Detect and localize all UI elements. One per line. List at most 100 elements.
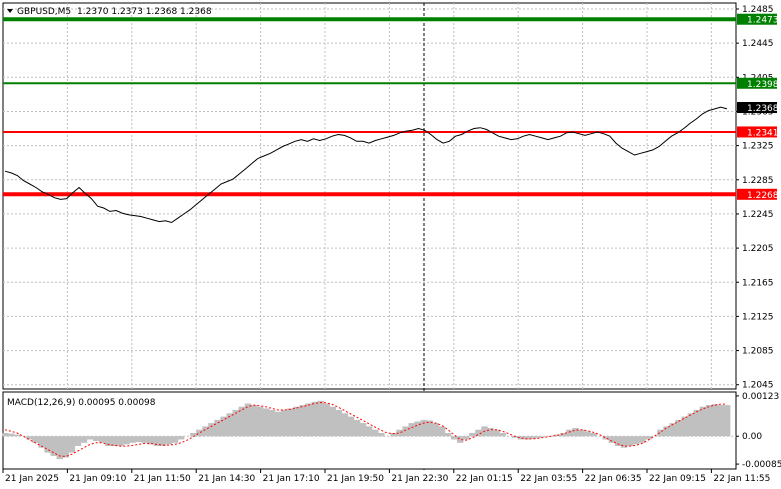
macd-bar xyxy=(717,405,725,437)
macd-bar xyxy=(517,436,525,440)
price-line xyxy=(4,106,728,224)
macd-bar xyxy=(171,436,179,443)
time-tick-label: 22 Jan 11:55 xyxy=(713,474,770,484)
macd-bar xyxy=(724,405,731,437)
time-axis[interactable]: 21 Jan 2025 21 Jan 09:10 21 Jan 11:50 21 Ja… xyxy=(2,469,770,484)
macd-bar xyxy=(281,410,288,437)
macd-bar xyxy=(196,429,203,437)
time-tick-label: 22 Jan 09:15 xyxy=(649,474,706,484)
macd-bar xyxy=(657,429,664,437)
macd-bar xyxy=(299,405,306,437)
macd-bar xyxy=(639,436,646,443)
macd-bar xyxy=(578,429,585,437)
macd-bar xyxy=(74,436,82,446)
time-tick-label: 22 Jan 06:35 xyxy=(585,474,642,484)
macd-bar xyxy=(626,436,634,446)
macd-bar xyxy=(535,436,543,438)
macd-bar xyxy=(26,436,33,440)
price-tick-label: 1.2285 xyxy=(742,176,774,186)
macd-bar xyxy=(123,436,130,445)
macd-bar xyxy=(141,436,148,443)
current-price-text: 1.2368 xyxy=(747,104,779,114)
macd-bar xyxy=(499,433,506,437)
price-tick-label: 1.2245 xyxy=(742,210,774,220)
symbol-label: GBPUSD,M5 xyxy=(17,7,71,17)
macd-bar xyxy=(378,433,385,437)
time-tick-label: 21 Jan 19:50 xyxy=(327,474,384,484)
macd-bar xyxy=(341,413,349,437)
macd-bar xyxy=(311,401,318,437)
level-tag-text: 1.2398 xyxy=(747,80,779,90)
macd-bar xyxy=(135,436,142,443)
level-tag xyxy=(737,188,777,200)
macd-bar xyxy=(614,436,622,446)
macd-bar xyxy=(602,436,609,440)
macd-bar xyxy=(62,436,69,458)
macd-bar xyxy=(420,419,427,437)
price-tick-label: 1.2165 xyxy=(742,278,774,288)
macd-bar xyxy=(262,408,270,437)
macd-bar xyxy=(50,436,57,456)
macd-bar xyxy=(372,429,379,437)
macd-bar xyxy=(366,426,373,437)
macd-bar xyxy=(523,436,531,440)
macd-bar xyxy=(250,405,258,437)
macd-bar xyxy=(693,410,700,437)
macd-bar xyxy=(705,405,713,437)
macd-bar xyxy=(463,436,470,440)
macd-bar xyxy=(493,429,500,437)
price-tick-label: 1.2205 xyxy=(742,244,774,254)
macd-tick-label: 0.00123 xyxy=(742,392,779,402)
level-tag-text: 1.2341 xyxy=(747,128,779,138)
macd-bar xyxy=(293,406,300,437)
macd-bar xyxy=(202,426,209,437)
macd-bar xyxy=(190,433,197,437)
macd-bar xyxy=(359,423,367,437)
macd-bar xyxy=(457,436,464,443)
macd-bar xyxy=(317,400,324,437)
macd-bar xyxy=(633,436,640,445)
macd-bar xyxy=(408,423,415,437)
macd-bar xyxy=(208,423,215,437)
macd-bar xyxy=(56,436,63,460)
macd-bar xyxy=(177,436,185,440)
current-price-tag xyxy=(737,102,777,113)
macd-bar xyxy=(645,436,652,440)
macd-bar xyxy=(287,408,294,437)
macd-bar xyxy=(268,410,276,437)
time-tick-label: 21 Jan 17:10 xyxy=(263,474,320,484)
macd-bar xyxy=(232,410,239,437)
macd-bar xyxy=(699,406,707,437)
macd-bar xyxy=(566,429,573,437)
macd-bar xyxy=(305,403,312,437)
macd-bar xyxy=(687,413,694,437)
price-tick-label: 1.2125 xyxy=(742,312,774,322)
level-tags: 1.2473 1.2398 1.2341 1.2268 xyxy=(737,13,779,201)
macd-bar xyxy=(44,436,51,453)
macd-bar xyxy=(32,436,39,443)
macd-bar xyxy=(511,436,518,438)
macd-bar xyxy=(256,406,264,437)
level-tag xyxy=(737,77,777,89)
macd-bar xyxy=(426,420,434,437)
level-tag xyxy=(737,126,777,138)
macd-bar xyxy=(275,411,282,437)
level-lines[interactable] xyxy=(3,17,736,197)
macd-bar xyxy=(608,436,616,443)
macd-bar xyxy=(681,416,688,437)
macd-bar xyxy=(153,436,160,446)
macd-bar xyxy=(487,428,494,437)
macd-bar xyxy=(93,436,100,442)
macd-bar xyxy=(572,428,579,437)
macd-tick-label: 0.00 xyxy=(742,432,762,442)
symbol-dropdown-icon[interactable] xyxy=(7,9,13,13)
macd-bar xyxy=(347,416,355,437)
macd-bar xyxy=(129,436,136,443)
macd-bar xyxy=(329,406,336,437)
time-tick-label: 21 Jan 2025 xyxy=(5,474,59,484)
time-tick-label: 21 Jan 22:30 xyxy=(391,474,448,484)
macd-bar xyxy=(584,431,591,437)
macd-bar xyxy=(214,419,221,437)
macd-bar xyxy=(105,436,112,446)
